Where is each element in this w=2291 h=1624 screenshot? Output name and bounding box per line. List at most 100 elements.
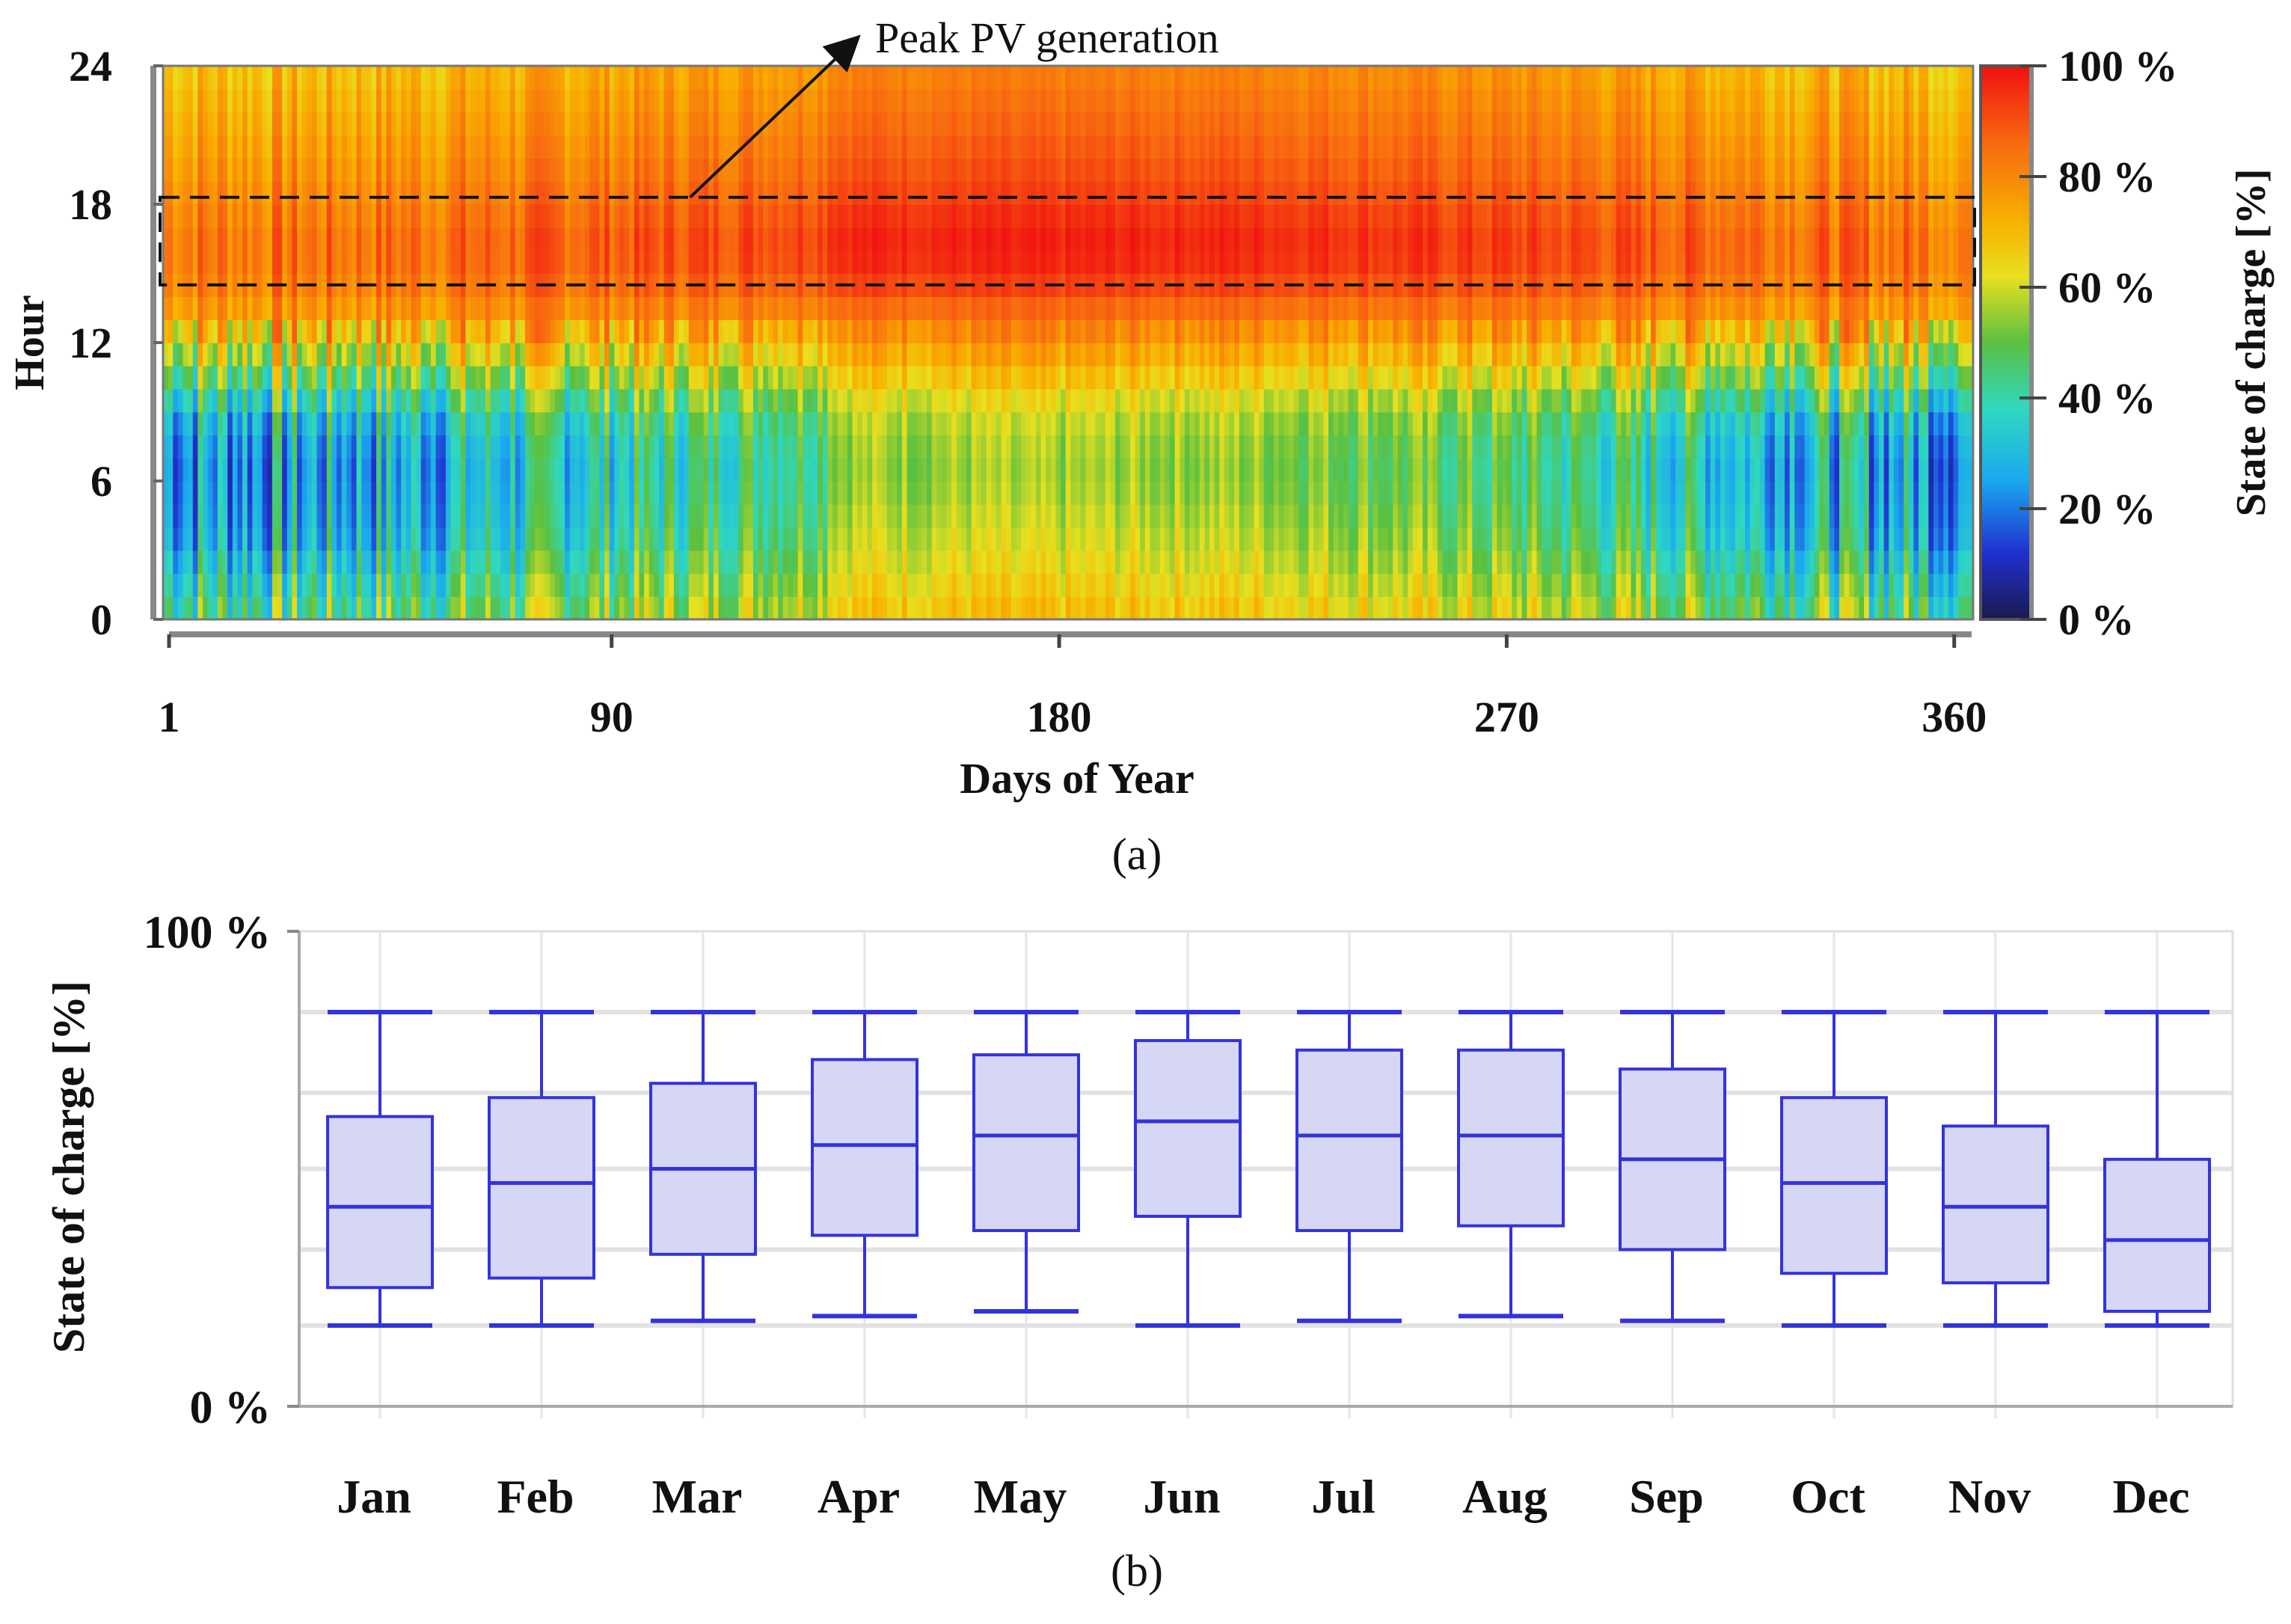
heatmap-cell [1180, 388, 1186, 413]
heatmap-cell [376, 135, 382, 159]
heatmap-cell [237, 227, 243, 251]
heatmap-cell [673, 158, 680, 182]
heatmap-cell [862, 503, 868, 528]
heatmap-cell [301, 550, 308, 574]
heatmap-cell [1006, 181, 1012, 205]
heatmap-cell [188, 503, 194, 528]
heatmap-cell [807, 411, 814, 436]
heatmap-cell [545, 181, 550, 205]
heatmap-cell [485, 343, 491, 367]
heatmap-cell [912, 343, 918, 367]
heatmap-cell [326, 481, 333, 505]
heatmap-cell [163, 503, 169, 528]
heatmap-cell [708, 158, 714, 182]
heatmap-cell [803, 88, 809, 113]
heatmap-cell [1135, 527, 1141, 551]
heatmap-cell [539, 135, 546, 159]
heatmap-cell [286, 250, 293, 275]
heatmap-cell [569, 596, 576, 620]
heatmap-cell [490, 250, 497, 275]
heatmap-cell [991, 111, 997, 136]
heatmap-cell [624, 411, 631, 436]
heatmap-cell [396, 88, 402, 113]
heatmap-cell [619, 158, 625, 182]
heatmap-cell [733, 596, 739, 620]
heatmap-cell [758, 481, 764, 505]
heatmap-cell [301, 204, 308, 228]
heatmap-cell [1125, 435, 1131, 459]
heatmap-cell [450, 596, 456, 620]
heatmap-cell [267, 181, 273, 205]
heatmap-cell [589, 88, 595, 113]
heatmap-cell [212, 158, 218, 182]
heatmap-cell [951, 343, 957, 367]
heatmap-cell [793, 181, 799, 205]
heatmap-cell [1144, 365, 1151, 390]
heatmap-cell [411, 204, 417, 228]
heatmap-cell [525, 481, 531, 505]
heatmap-cell [1085, 411, 1091, 436]
heatmap-cell [589, 111, 595, 136]
heatmap-cell [1135, 88, 1141, 113]
heatmap-cell [688, 343, 695, 367]
heatmap-cell [872, 111, 878, 136]
heatmap-cell [1080, 435, 1087, 459]
heatmap-cell [490, 111, 497, 136]
heatmap-cell [693, 388, 699, 413]
heatmap-cell [1075, 135, 1082, 159]
heatmap-cell [500, 573, 506, 597]
heatmap-cell [1031, 573, 1037, 597]
heatmap-cell [351, 296, 358, 320]
heatmap-cell [247, 227, 254, 251]
heatmap-cell [862, 573, 868, 597]
heatmap-cell [648, 204, 655, 228]
heatmap-cell [326, 503, 333, 528]
heatmap-cell [535, 343, 541, 367]
heatmap-cell [376, 319, 382, 343]
heatmap-cell [520, 135, 526, 159]
heatmap-cell [818, 88, 824, 113]
heatmap-cell [371, 88, 377, 113]
heatmap-cell [390, 458, 397, 482]
heatmap-cell [356, 481, 363, 505]
heatmap-cell [1031, 111, 1037, 136]
heatmap-cell [515, 573, 521, 597]
heatmap-cell [654, 135, 660, 159]
heatmap-cell [1125, 204, 1131, 228]
heatmap-cell [797, 527, 804, 551]
heatmap-cell [699, 250, 705, 275]
heatmap-cell [1061, 66, 1067, 90]
heatmap-cell [222, 204, 228, 228]
heatmap-cell [778, 135, 784, 159]
heatmap-cell [981, 319, 987, 343]
heatmap-cell [1021, 158, 1027, 182]
heatmap-cell [956, 135, 963, 159]
heatmap-cell [763, 296, 769, 320]
heatmap-cell [431, 411, 437, 436]
heatmap-cell [752, 573, 759, 597]
heatmap-cell [991, 527, 997, 551]
heatmap-cell [842, 343, 848, 367]
heatmap-cell [639, 227, 645, 251]
heatmap-cell [177, 550, 184, 574]
heatmap-cell [654, 411, 660, 436]
heatmap-cell [475, 319, 482, 343]
heatmap-cell [426, 158, 432, 182]
heatmap-cell [411, 435, 417, 459]
heatmap-cell [589, 411, 595, 436]
heatmap-cell [1169, 296, 1176, 320]
heatmap-cell [1184, 503, 1191, 528]
heatmap-cell [872, 296, 878, 320]
heatmap-cell [684, 388, 690, 413]
heatmap-cell [272, 596, 278, 620]
heatmap-cell [1001, 158, 1007, 182]
heatmap-cell [912, 296, 918, 320]
heatmap-cell [1135, 181, 1141, 205]
heatmap-cell [183, 111, 188, 136]
heatmap-cell [1129, 343, 1136, 367]
heatmap-cell [882, 550, 888, 574]
heatmap-cell [539, 204, 546, 228]
heatmap-cell [1080, 411, 1087, 436]
heatmap-cell [619, 250, 625, 275]
heatmap-cell [351, 181, 358, 205]
